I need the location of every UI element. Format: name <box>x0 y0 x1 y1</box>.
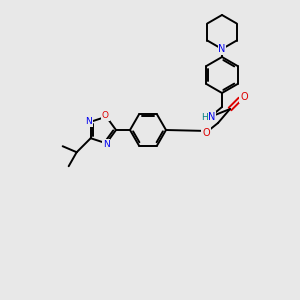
Text: O: O <box>202 128 210 138</box>
Text: N: N <box>85 117 92 126</box>
Text: N: N <box>218 44 226 54</box>
Text: O: O <box>102 111 109 120</box>
Text: N: N <box>103 140 110 149</box>
Text: N: N <box>208 112 216 122</box>
Text: O: O <box>202 128 210 138</box>
Text: N: N <box>208 112 216 122</box>
Text: O: O <box>240 92 248 102</box>
Text: H: H <box>202 112 208 122</box>
Text: N: N <box>218 44 226 54</box>
